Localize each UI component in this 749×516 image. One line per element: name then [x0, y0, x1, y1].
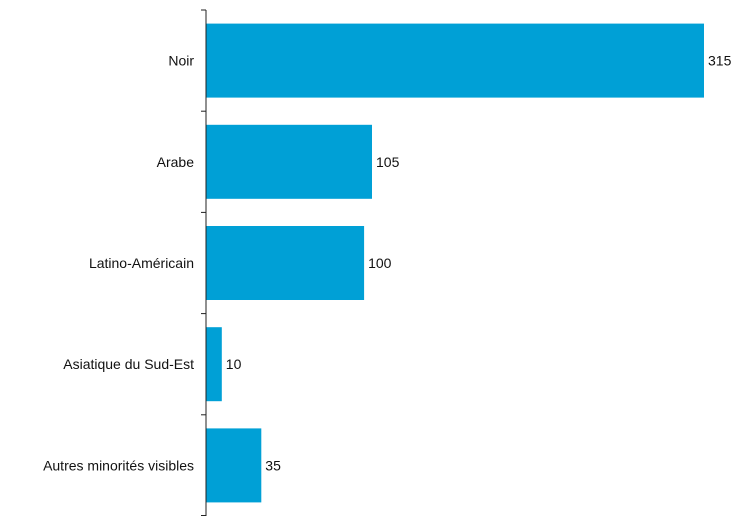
value-label-1: 315	[708, 53, 732, 69]
category-label-2: Arabe	[157, 154, 195, 170]
bars-group	[206, 23, 704, 503]
category-label-4: Asiatique du Sud-Est	[63, 356, 194, 372]
value-label-5: 35	[265, 457, 281, 473]
value-label-2: 105	[376, 154, 400, 170]
bar-2	[206, 124, 372, 199]
bar-4	[206, 327, 222, 402]
value-label-4: 10	[226, 356, 242, 372]
bar-5	[206, 428, 262, 503]
category-label-5: Autres minorités visibles	[43, 457, 194, 473]
category-label-3: Latino-Américain	[89, 255, 194, 271]
bar-3	[206, 226, 365, 300]
value-labels: 315 105 100 10 35	[226, 53, 732, 474]
category-labels: Noir Arabe Latino-Américain Asiatique du Su…	[43, 53, 194, 474]
bar-1	[206, 23, 704, 98]
value-label-3: 100	[368, 255, 392, 271]
category-label-1: Noir	[168, 53, 194, 69]
y-axis	[201, 9, 207, 516]
